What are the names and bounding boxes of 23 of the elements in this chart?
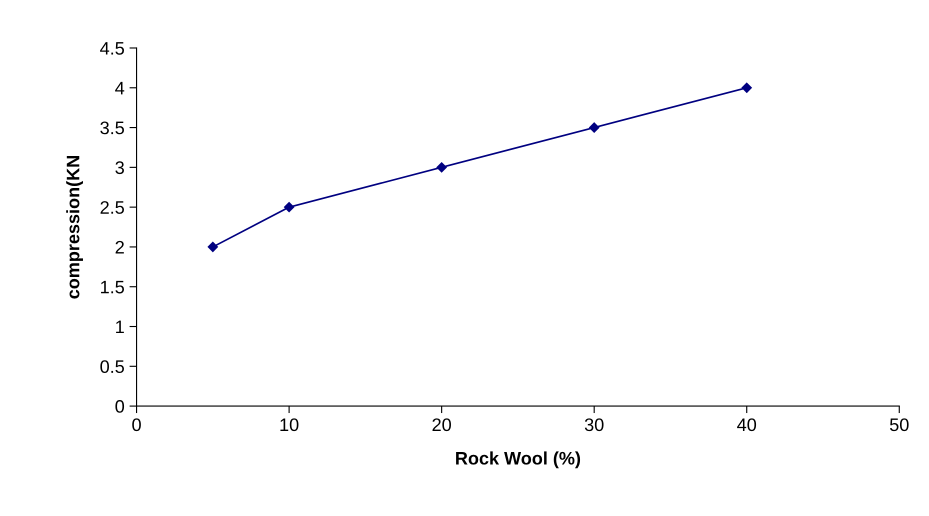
y-tick-label: 4.5 <box>100 42 124 55</box>
y-tick-label: 3 <box>115 161 124 174</box>
x-tick-label: 40 <box>737 418 756 432</box>
y-tick-label: 0.5 <box>100 360 124 374</box>
y-tick-label: 0 <box>115 400 124 413</box>
y-tick-label: 1.5 <box>101 280 124 294</box>
y-axis-title: compression(KN <box>66 156 83 299</box>
point <box>284 202 294 212</box>
point <box>742 82 752 93</box>
x-axis-title: Rock Wool (%) <box>456 451 580 468</box>
point <box>589 122 600 133</box>
x-tick-label: 10 <box>280 418 298 432</box>
y-tick-label: 1 <box>116 320 124 334</box>
x-tick-label: 30 <box>584 418 604 432</box>
y-tick-label: 3.5 <box>100 122 124 134</box>
point <box>436 162 447 172</box>
y-tick-label: 4 <box>115 82 124 94</box>
y-tick-label: 2 <box>116 240 124 254</box>
y-tick-label: 2.5 <box>100 201 124 214</box>
x-tick-label: 20 <box>432 418 451 432</box>
x-tick-label: 50 <box>890 418 909 432</box>
point <box>208 242 218 252</box>
x-tick-label: 0 <box>132 418 141 432</box>
